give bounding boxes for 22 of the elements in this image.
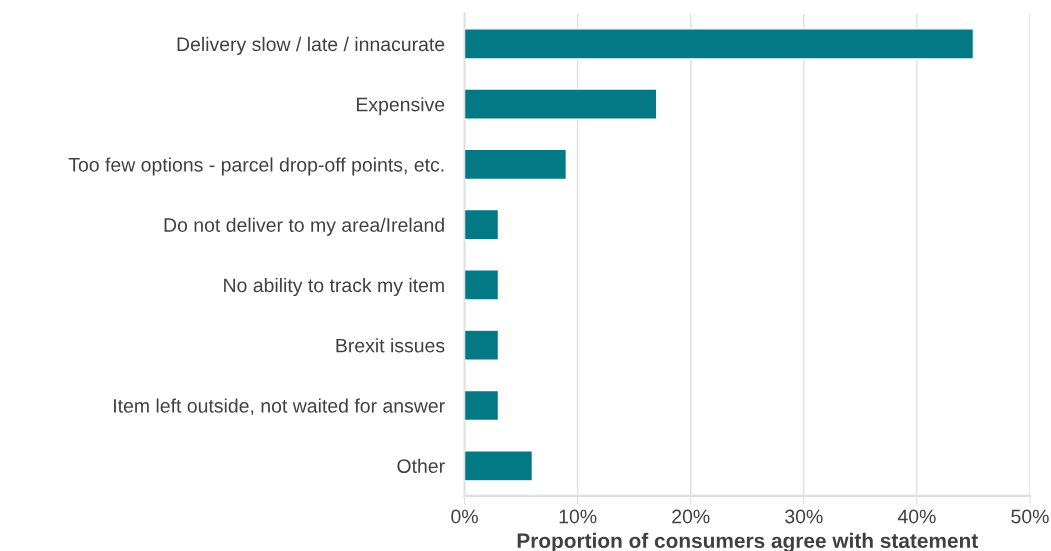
- bar: [464, 450, 534, 482]
- y-tick-label: No ability to track my item: [224, 277, 444, 297]
- y-tick-label: Delivery slow / late / innacurate: [177, 36, 445, 55]
- x-tick-label: 40%: [897, 509, 936, 524]
- x-tick-label: 20%: [672, 509, 710, 524]
- y-tick-label: Other: [397, 458, 445, 473]
- x-tick-label: 10%: [559, 509, 597, 524]
- bar: [464, 148, 568, 181]
- x-tick-label: 30%: [785, 509, 823, 524]
- bar: [464, 329, 500, 361]
- x-tick-label: 0%: [451, 509, 478, 524]
- bar: [464, 269, 500, 301]
- x-tick-label: 50%: [1011, 509, 1049, 524]
- bar: [464, 88, 658, 120]
- bar: [464, 28, 975, 60]
- y-tick-label: Do not deliver to my area/Ireland: [164, 217, 444, 236]
- y-tick-label: Expensive: [356, 97, 445, 116]
- bar: [464, 389, 500, 422]
- y-tick-label: Brexit issues: [336, 338, 445, 353]
- bar: [464, 208, 500, 241]
- y-tick-label: Item left outside, not waited for answer: [114, 398, 445, 416]
- y-tick-label: Too few options - parcel drop-off points, etc.: [68, 157, 444, 176]
